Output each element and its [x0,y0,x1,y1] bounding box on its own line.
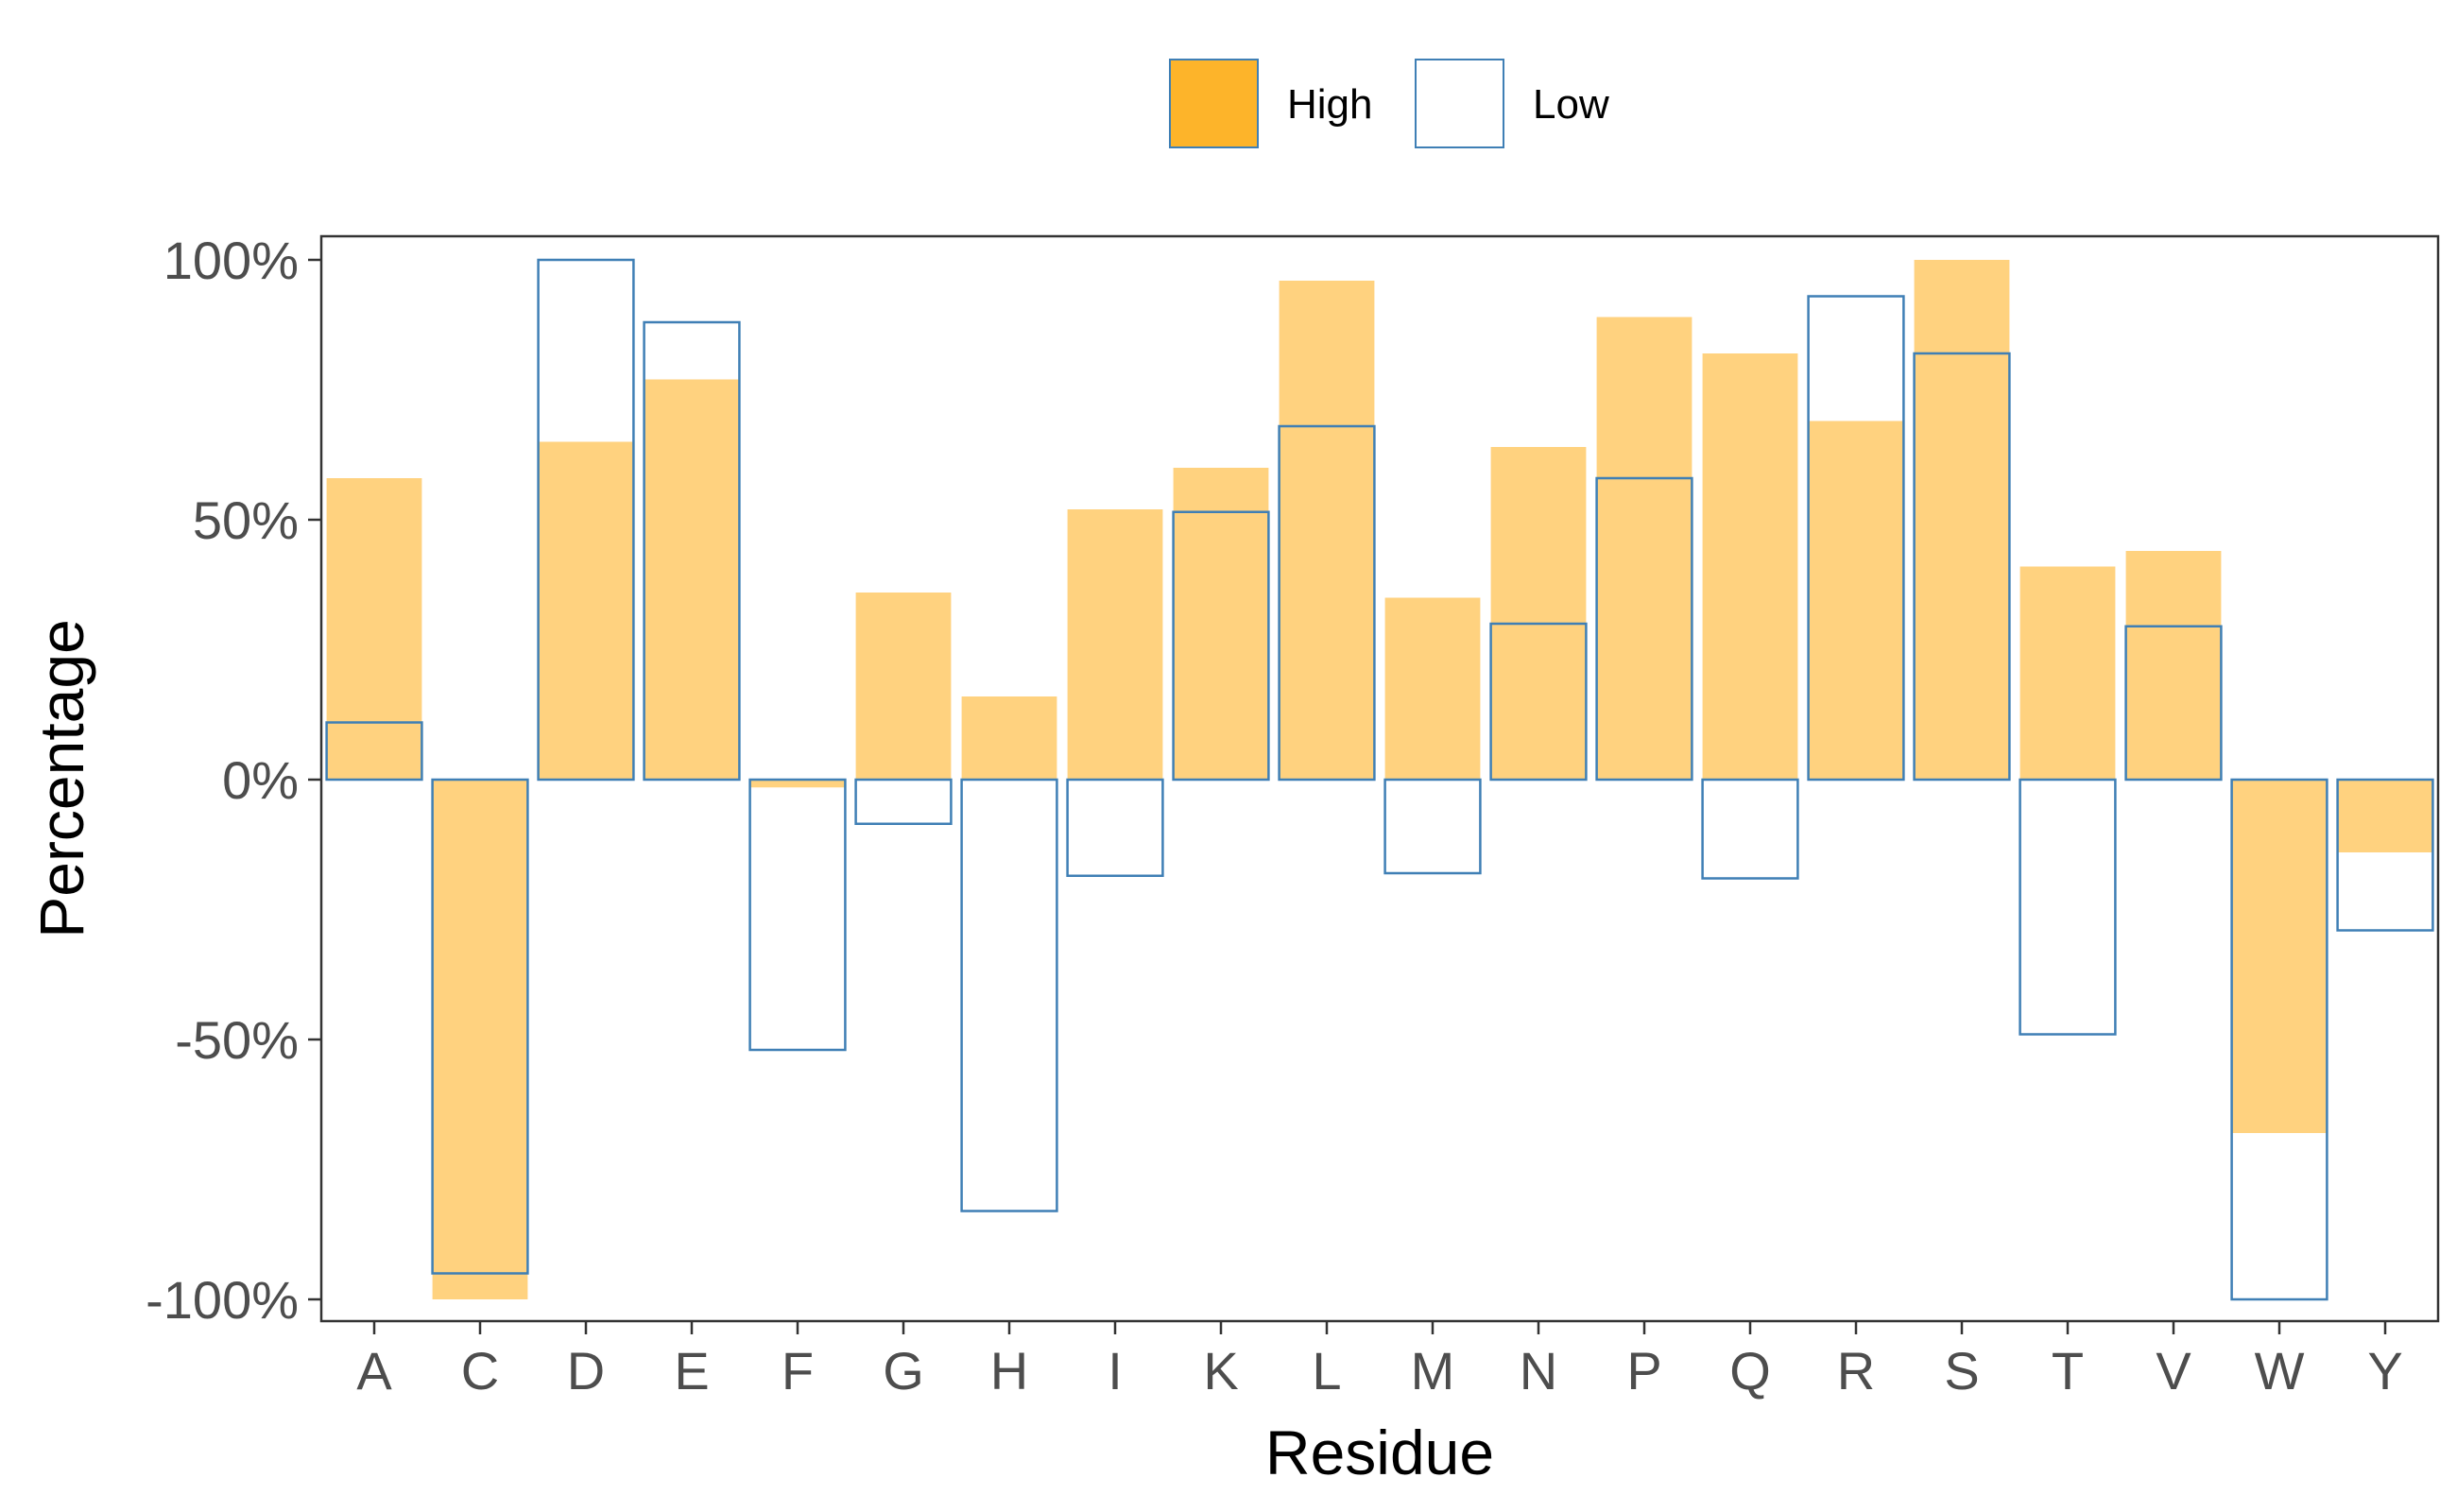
x-tick-label-N: N [1520,1341,1557,1400]
y-axis: 100% 50% 0% -50% -100% [146,231,321,1330]
bar-high-G [855,593,952,780]
bar-low-M [1383,778,1482,875]
x-tick-label-R: R [1837,1341,1875,1400]
x-tick-label-L: L [1312,1341,1341,1400]
bar-high-L [1279,281,1375,780]
x-tick-label-W: W [2255,1341,2305,1400]
bar-low-S [1913,352,2011,782]
bar-high-C [432,780,528,1299]
bar-high-H [961,696,1057,780]
bar-low-D [537,258,635,782]
bar-high-Y [2337,780,2433,852]
legend-key-high [1169,59,1259,148]
bar-low-T [2019,778,2117,1036]
bar-high-R [1808,421,1904,780]
x-tick-label-T: T [2052,1341,2084,1400]
y-tick-label: 0% [222,750,299,810]
x-tick-label-Q: Q [1729,1341,1771,1400]
x-tick-label-F: F [782,1341,814,1400]
x-tick-label-V: V [2156,1341,2191,1400]
y-tick-label: -50% [175,1010,299,1070]
bar-high-D [538,441,634,780]
x-tick-label-Y: Y [2367,1341,2402,1400]
legend-key-low [1415,59,1504,148]
x-tick-label-K: K [1203,1341,1238,1400]
bar-high-M [1384,597,1481,780]
y-tick-label: -100% [146,1270,299,1330]
bars-low-series [325,258,2434,1301]
bars-high-series [326,260,2433,1299]
x-tick-label-H: H [990,1341,1028,1400]
bar-high-Q [1702,353,1798,780]
bar-low-L [1278,424,1376,782]
bar-high-E [644,379,740,780]
bar-low-A [325,721,423,782]
bar-low-W [2230,778,2328,1301]
bar-high-F [749,780,846,788]
legend: High Low [1169,59,1609,148]
bar-low-N [1489,622,1588,782]
bar-low-R [1807,295,1905,782]
legend-label-high: High [1287,81,1373,128]
x-tick-label-I: I [1108,1341,1123,1400]
bar-low-Q [1701,778,1799,880]
legend-label-low: Low [1533,81,1609,128]
bar-high-N [1490,447,1587,780]
x-tick-label-S: S [1944,1341,1979,1400]
bar-high-P [1596,317,1692,780]
x-tick-label-D: D [567,1341,605,1400]
y-axis-title: Percentage [26,619,96,938]
bar-low-H [960,778,1058,1212]
bar-low-C [431,778,529,1275]
bar-high-S [1914,260,2010,780]
bar-high-V [2125,551,2222,780]
bar-low-V [2124,625,2223,782]
x-axis-title: Residue [1265,1418,1494,1487]
y-tick-label: 50% [193,490,299,550]
x-tick-label-G: G [883,1341,924,1400]
x-tick-label-A: A [356,1341,392,1400]
bar-low-Y [2336,778,2434,932]
bar-high-A [326,478,422,780]
bar-low-P [1595,476,1693,782]
bar-low-G [854,778,953,825]
x-tick-label-P: P [1626,1341,1661,1400]
x-tick-label-E: E [674,1341,709,1400]
bar-high-I [1067,509,1163,780]
bar-high-W [2231,780,2328,1133]
x-tick-label-C: C [461,1341,499,1400]
bar-low-F [748,778,847,1052]
y-tick-label: 100% [163,231,299,290]
bar-high-T [2019,566,2116,780]
bar-low-K [1172,510,1270,782]
x-tick-label-M: M [1411,1341,1455,1400]
bar-low-E [643,320,741,782]
bar-high-K [1173,468,1269,780]
bar-low-I [1066,778,1164,877]
